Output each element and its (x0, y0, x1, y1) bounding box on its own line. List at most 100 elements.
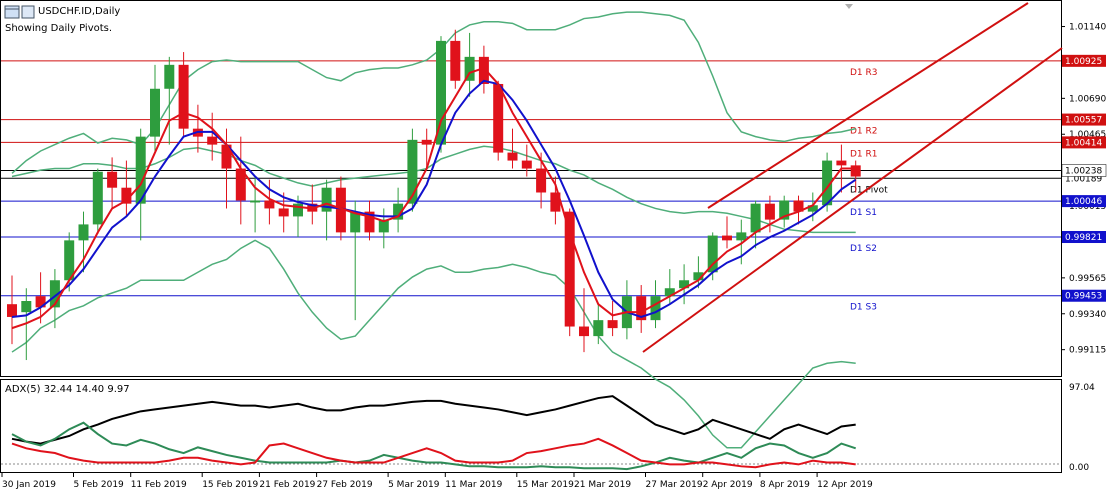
price-tick-label: 0.99565 (1069, 274, 1106, 284)
candle-body (250, 200, 261, 203)
candle-body (507, 152, 518, 161)
candle-body (64, 240, 75, 281)
pivot-name-label: D1 S2 (850, 244, 877, 254)
candle-body (164, 64, 175, 89)
candle-body (221, 144, 232, 169)
candle-body (693, 272, 704, 281)
candle-body (78, 224, 89, 241)
candle-body (49, 280, 60, 308)
candle-body (679, 280, 690, 289)
pivot-price-label: 0.99821 (1065, 233, 1102, 243)
candle-body (350, 211, 361, 233)
pivot-price-label: 0.99453 (1065, 292, 1102, 302)
candle-body (650, 296, 661, 321)
candle-body (107, 171, 118, 188)
pivots-subtitle: Showing Daily Pivots. (5, 23, 113, 34)
candle-body (564, 211, 575, 327)
candle-body (850, 165, 861, 177)
candle-body (207, 136, 218, 145)
current-price-tag (1061, 164, 1107, 177)
candle-body (493, 83, 504, 153)
ma-slow-line (11, 79, 857, 319)
candle-body (550, 192, 561, 212)
candle-body (636, 296, 647, 321)
pivot-name-label: D1 S1 (850, 208, 877, 218)
candle-body (822, 160, 833, 206)
pivot-price-label: 1.00046 (1065, 197, 1102, 207)
chart-window-icon-2 (21, 5, 35, 19)
adx-series-line (11, 395, 856, 445)
candle-body (722, 235, 732, 241)
price-tick-label: 1.01140 (1069, 23, 1106, 33)
candle-body (707, 235, 718, 273)
candle-body (321, 187, 332, 212)
candle-body (607, 320, 618, 329)
adx-tick-label: 0.00 (1069, 463, 1089, 473)
pivot-price-label: 1.00925 (1065, 57, 1102, 67)
time-tick-label: 12 Apr 2019 (817, 480, 873, 490)
candle-body (750, 203, 761, 233)
pivot-price-tag (1062, 231, 1106, 244)
candle-body (378, 219, 389, 233)
main-panel-border (0, 0, 1062, 377)
candle-body (335, 187, 346, 233)
adx-lines: 97.04 0.00 (1, 383, 1095, 473)
pivot-price-label: 1.00557 (1065, 116, 1102, 126)
price-tick-label: 1.00465 (1069, 130, 1106, 140)
price-tick-label: 0.99115 (1069, 346, 1106, 356)
candles (7, 29, 861, 361)
candle-body (150, 88, 160, 137)
candle-body (364, 211, 375, 233)
time-tick-label: 11 Mar 2019 (445, 480, 502, 490)
time-tick-label: 5 Mar 2019 (388, 480, 440, 490)
trend-channel (642, 2, 1063, 353)
adx-indicator-title: ADX(5) 32.44 14.40 9.97 (5, 384, 130, 395)
candle-body (521, 160, 532, 169)
candle-body (7, 304, 17, 317)
chart-symbol-title: USDCHF.ID,Daily (38, 6, 121, 17)
adx-series-line (11, 437, 856, 469)
time-tick-label: 8 Apr 2019 (760, 480, 810, 490)
adx-tick-label: 97.04 (1069, 383, 1095, 393)
candle-body (664, 288, 675, 297)
time-tick-label: 15 Feb 2019 (202, 480, 258, 490)
time-tick-label: 27 Mar 2019 (646, 480, 703, 490)
candle-body (836, 160, 847, 166)
price-axis: 1.011401.006901.004651.000150.995650.993… (1061, 23, 1106, 356)
candle-body (450, 40, 461, 81)
moving-averages (11, 66, 857, 330)
candle-body (235, 168, 246, 201)
pivot-price-tag (1062, 195, 1106, 208)
candle-body (278, 208, 289, 217)
bollinger-bands (11, 11, 856, 449)
chart-window-icon[interactable] (4, 5, 20, 19)
candle-body (579, 326, 589, 337)
time-tick-label: 21 Feb 2019 (259, 480, 315, 490)
candle-body (593, 320, 604, 337)
candle-body (436, 40, 446, 145)
time-tick-label: 5 Feb 2019 (74, 480, 125, 490)
shift-marker-icon[interactable] (845, 4, 853, 9)
candle-body (264, 200, 275, 209)
candle-body (779, 200, 790, 220)
pivot-name-label: D1 S3 (850, 303, 877, 313)
pivot-name-label: D1 R1 (850, 149, 878, 159)
pivot-price-label: 1.00189 (1065, 174, 1102, 184)
time-tick-label: 30 Jan 2019 (2, 480, 56, 490)
candle-body (293, 203, 303, 217)
channel-lower-line (642, 47, 1063, 353)
adx-series-line (11, 421, 857, 471)
candle-body (135, 136, 146, 204)
candle-body (793, 200, 804, 212)
candle-body (464, 56, 475, 81)
candle-body (807, 205, 818, 212)
pivot-price-tag (1062, 54, 1106, 67)
price-tick-label: 1.00690 (1069, 94, 1106, 104)
time-tick-label: 2 Apr 2019 (703, 480, 753, 490)
pivot-name-label: D1 R2 (850, 127, 878, 137)
candle-body (478, 56, 489, 84)
pivot-price-tag (1062, 136, 1106, 149)
pivot-price-tag (1062, 289, 1106, 302)
candle-body (407, 139, 418, 204)
